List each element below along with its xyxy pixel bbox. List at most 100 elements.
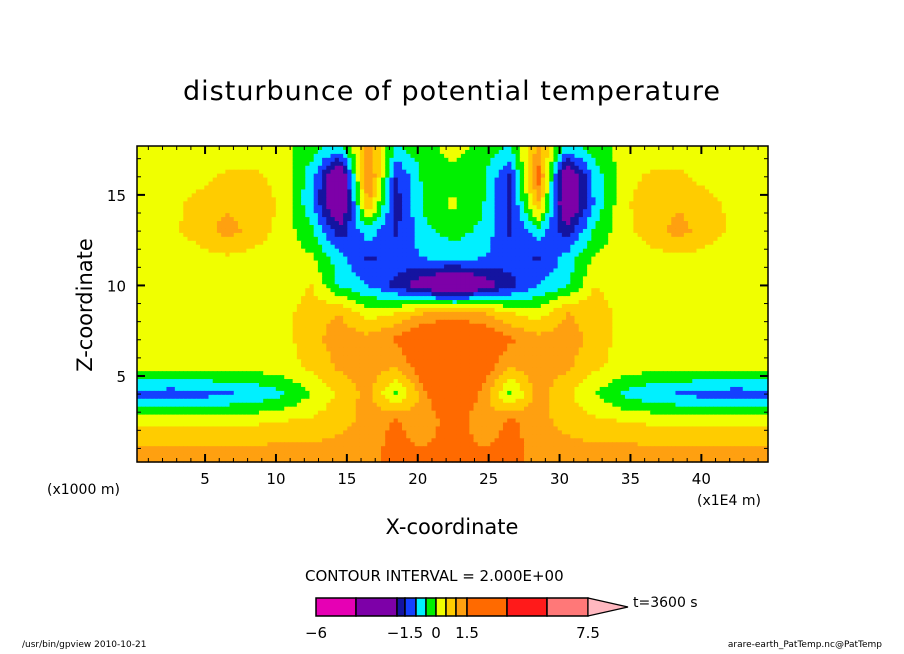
contour-cell xyxy=(410,169,416,175)
contour-cell xyxy=(620,185,626,191)
contour-cell xyxy=(490,157,496,163)
contour-cell xyxy=(502,272,508,277)
contour-cell xyxy=(469,153,475,159)
contour-cell xyxy=(145,181,151,187)
contour-cell xyxy=(751,213,756,218)
contour-cell xyxy=(528,256,534,262)
contour-cell xyxy=(734,157,740,163)
contour-cell xyxy=(650,149,656,155)
contour-cell xyxy=(624,173,630,179)
contour-cell xyxy=(309,244,315,250)
contour-cell xyxy=(296,264,302,270)
contour-cell xyxy=(359,260,365,266)
contour-cell xyxy=(191,217,197,222)
contour-cell xyxy=(385,153,390,159)
contour-cell xyxy=(225,185,231,191)
contour-cell xyxy=(200,225,205,230)
contour-cell xyxy=(709,169,714,175)
contour-cell xyxy=(271,213,277,218)
contour-cell xyxy=(536,189,542,194)
contour-cell xyxy=(717,181,723,187)
contour-cell xyxy=(608,264,613,270)
contour-cell xyxy=(444,217,449,222)
contour-cell xyxy=(557,189,563,194)
contour-cell xyxy=(650,213,656,218)
contour-cell xyxy=(612,221,618,226)
contour-cell xyxy=(519,201,525,206)
contour-cell xyxy=(145,252,151,258)
contour-cell xyxy=(616,181,622,187)
contour-cell xyxy=(183,236,189,242)
contour-cell xyxy=(746,272,752,277)
contour-cell xyxy=(536,232,542,238)
contour-cell xyxy=(402,149,407,155)
contour-cell xyxy=(574,185,580,191)
contour-cell xyxy=(284,177,290,183)
contour-cell xyxy=(738,157,744,163)
contour-cell xyxy=(380,236,386,242)
contour-cell xyxy=(288,260,294,266)
contour-cell xyxy=(646,173,651,179)
contour-cell xyxy=(208,153,214,159)
contour-cell xyxy=(671,161,677,167)
contour-cell xyxy=(313,244,319,250)
contour-cell xyxy=(599,236,605,242)
contour-cell xyxy=(254,276,260,281)
contour-cell xyxy=(490,197,496,202)
contour-cell xyxy=(359,264,365,270)
contour-cell xyxy=(465,264,470,270)
contour-cell xyxy=(372,149,378,155)
contour-cell xyxy=(359,169,365,175)
contour-cell xyxy=(536,146,542,151)
contour-cell xyxy=(233,240,239,246)
contour-cell xyxy=(174,201,180,206)
contour-cell xyxy=(258,217,264,222)
contour-cell xyxy=(162,157,168,163)
contour-cell xyxy=(380,240,386,246)
contour-cell xyxy=(444,268,449,273)
contour-cell xyxy=(675,272,681,277)
contour-cell xyxy=(709,209,714,214)
contour-cell xyxy=(502,244,508,250)
contour-cell xyxy=(675,252,681,258)
contour-cell xyxy=(751,272,756,277)
contour-cell xyxy=(490,181,496,187)
contour-cell xyxy=(296,213,302,218)
contour-cell xyxy=(679,205,685,210)
contour-cell xyxy=(545,209,550,214)
contour-cell xyxy=(570,225,576,230)
contour-cell xyxy=(204,248,210,254)
contour-cell xyxy=(717,256,723,262)
contour-cell xyxy=(149,193,155,198)
contour-cell xyxy=(477,201,483,206)
contour-cell xyxy=(633,177,639,183)
contour-cell xyxy=(448,209,454,214)
contour-cell xyxy=(208,197,214,202)
contour-cell xyxy=(137,272,142,277)
contour-cell xyxy=(233,232,239,238)
contour-cell xyxy=(153,197,159,202)
contour-cell xyxy=(469,193,475,198)
contour-cell xyxy=(246,181,252,187)
contour-cell xyxy=(406,264,412,270)
contour-cell xyxy=(490,236,496,242)
contour-cell xyxy=(402,193,407,198)
contour-cell xyxy=(397,189,403,194)
contour-cell xyxy=(334,193,340,198)
contour-cell xyxy=(738,209,744,214)
contour-cell xyxy=(326,205,332,210)
contour-cell xyxy=(351,236,357,242)
contour-cell xyxy=(566,232,571,238)
contour-cell xyxy=(427,225,433,230)
contour-cell xyxy=(359,248,365,254)
contour-cell xyxy=(667,193,672,198)
contour-cell xyxy=(389,236,395,242)
contour-cell xyxy=(490,193,496,198)
contour-cell xyxy=(473,240,479,246)
contour-cell xyxy=(216,217,222,222)
contour-cell xyxy=(208,240,214,246)
contour-cell xyxy=(620,213,626,218)
contour-cell xyxy=(532,272,538,277)
contour-cell xyxy=(658,248,664,254)
contour-cell xyxy=(637,181,643,187)
